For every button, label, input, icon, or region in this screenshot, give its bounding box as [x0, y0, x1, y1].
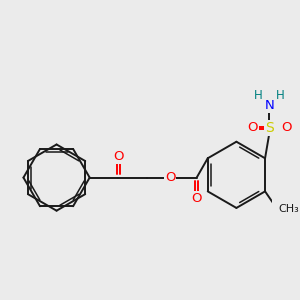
Text: O: O	[248, 122, 258, 134]
Text: H: H	[254, 89, 263, 102]
Text: O: O	[165, 171, 175, 184]
Text: S: S	[265, 121, 274, 135]
Text: H: H	[276, 89, 285, 102]
Text: CH₃: CH₃	[279, 204, 300, 214]
Text: O: O	[191, 192, 202, 205]
Text: N: N	[265, 99, 275, 112]
Text: O: O	[113, 150, 124, 163]
Text: O: O	[281, 122, 291, 134]
